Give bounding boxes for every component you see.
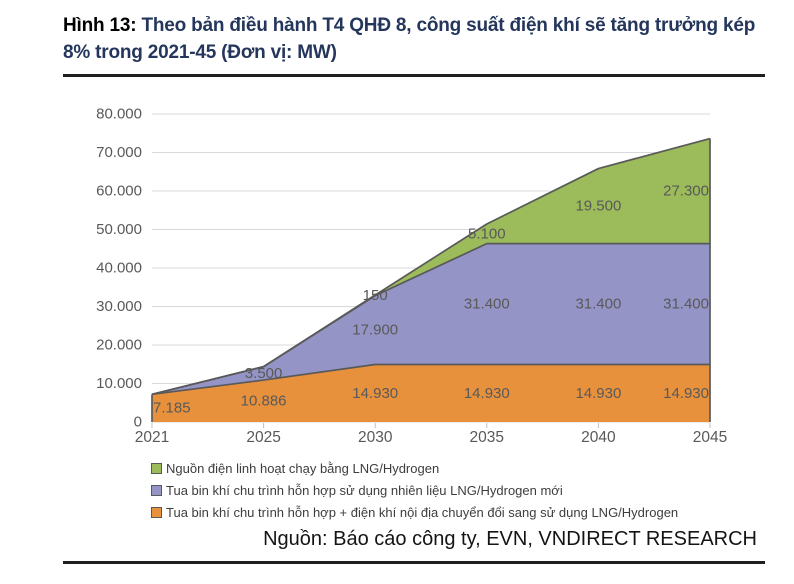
data-label: 31.400 — [663, 296, 709, 313]
x-axis-tick-label: 2045 — [693, 429, 727, 446]
data-label: 19.500 — [575, 198, 621, 215]
y-axis-tick-label: 0 — [134, 414, 142, 431]
legend-label: Tua bin khí chu trình hỗn hợp + điện khí… — [166, 504, 679, 520]
data-label: 14.930 — [352, 385, 398, 402]
series-outline-0 — [151, 363, 710, 396]
legend-item: Tua bin khí chu trình hỗn hợp + điện khí… — [151, 501, 678, 523]
data-label: 31.400 — [464, 296, 510, 313]
legend-swatch-icon — [151, 484, 162, 496]
y-axis-tick-label: 60.000 — [96, 183, 142, 200]
chart-legend: Nguồn điện linh hoạt chạy bằng LNG/Hydro… — [151, 457, 678, 523]
x-axis-tick-label: 2030 — [358, 429, 393, 446]
data-label: 27.300 — [663, 183, 709, 200]
source-caption: Nguồn: Báo cáo công ty, EVN, VNDIRECT RE… — [263, 528, 757, 550]
legend-item: Tua bin khí chu trình hỗn hợp sử dụng nh… — [151, 479, 678, 501]
stacked-area-chart: 0 10.000 20.000 30.000 40.000 50.000 60.000 70.… — [96, 106, 727, 447]
data-label: 5.100 — [468, 225, 506, 242]
figure-number: Hình 13: — [63, 15, 137, 36]
y-axis-tick-label: 10.000 — [96, 375, 142, 392]
data-label: 17.900 — [352, 322, 398, 339]
area-series-0 — [152, 364, 710, 422]
y-axis-tick-label: 80.000 — [96, 106, 142, 123]
y-axis-tick-label: 20.000 — [96, 337, 142, 354]
figure-title: Hình 13: Theo bản điều hành T4 QHĐ 8, cô… — [63, 12, 759, 66]
x-axis-tick-label: 2040 — [581, 429, 616, 446]
bottom-divider-rule — [63, 561, 765, 564]
data-label: 14.930 — [663, 385, 709, 402]
data-label: 10.886 — [241, 393, 287, 410]
y-axis-tick-label: 70.000 — [96, 144, 142, 161]
data-label: 14.930 — [575, 385, 621, 402]
data-label: 31.400 — [575, 296, 621, 313]
data-label: 7.185 — [153, 400, 191, 417]
figure-title-text: Theo bản điều hành T4 QHĐ 8, công suất đ… — [63, 15, 756, 63]
x-axis-tick-label: 2035 — [470, 429, 504, 446]
area-series-1 — [152, 243, 710, 395]
x-axis-tick-label: 2025 — [246, 429, 280, 446]
data-label: 14.930 — [464, 385, 510, 402]
data-label: 3.500 — [245, 365, 283, 382]
data-label: 150 — [363, 287, 388, 304]
x-axis-tick-label: 2021 — [135, 429, 169, 446]
legend-label: Tua bin khí chu trình hỗn hợp sử dụng nh… — [166, 482, 563, 498]
title-divider-rule — [63, 74, 765, 77]
y-axis-tick-label: 50.000 — [96, 221, 142, 238]
y-axis-tick-label: 30.000 — [96, 298, 142, 315]
area-series-2 — [152, 138, 710, 395]
legend-swatch-icon — [151, 462, 162, 474]
legend-swatch-icon — [151, 506, 162, 518]
series-outline-2 — [151, 137, 711, 396]
legend-label: Nguồn điện linh hoạt chạy bằng LNG/Hydro… — [166, 460, 440, 476]
y-axis-tick-label: 40.000 — [96, 260, 142, 277]
legend-item: Nguồn điện linh hoạt chạy bằng LNG/Hydro… — [151, 457, 678, 479]
